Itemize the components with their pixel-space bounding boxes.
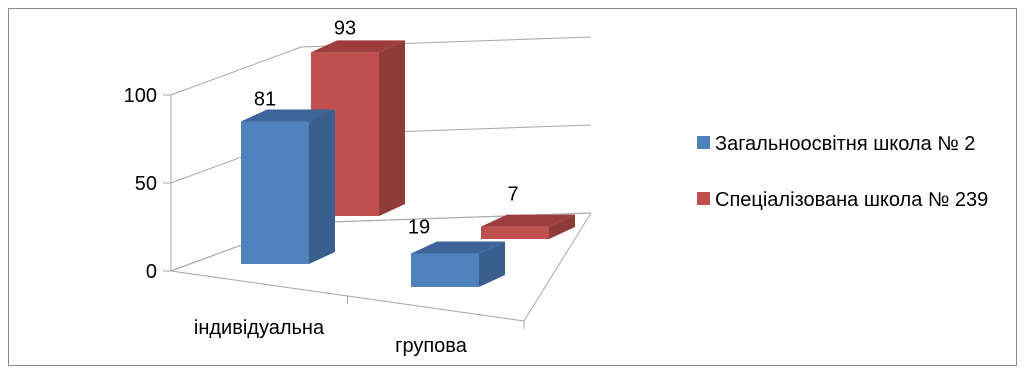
floor-right-edge <box>523 212 592 322</box>
bar-s2-2-side <box>549 214 575 239</box>
legend: Загальноосвітня школа № 2 Спеціалізована… <box>697 129 1017 241</box>
gridline-back-0 <box>300 212 592 224</box>
legend-label-series-1: Загальноосвітня школа № 2 <box>715 133 976 155</box>
label-layer: 0 50 100 93 81 7 19 індивідуальна групова <box>124 17 519 357</box>
bar-s1-1-side <box>309 109 335 264</box>
bar-s2-1-label: 93 <box>334 17 356 39</box>
bar-s2-1-side <box>379 40 405 216</box>
bar-s2-2-label: 7 <box>507 184 518 206</box>
legend-item-series-2: Спеціалізована школа № 239 <box>697 185 1017 215</box>
bar-s2-2-top <box>481 214 575 227</box>
grid-layer <box>170 36 592 322</box>
gridline-side-2 <box>170 46 302 96</box>
category-label-2: групова <box>395 335 468 357</box>
bar-s2-2-front <box>481 226 549 239</box>
legend-swatch-series-2 <box>697 192 710 205</box>
bar-s1-1-front <box>241 121 309 264</box>
category-label-1: індивідуальна <box>194 317 325 339</box>
bar-s2-1-top <box>311 40 405 53</box>
bar-layer <box>241 40 575 287</box>
chart-plot: 0 50 100 93 81 7 19 індивідуальна групова <box>124 17 592 357</box>
bar-s1-2-side <box>479 241 505 287</box>
legend-label-series-2: Спеціалізована школа № 239 <box>715 189 989 211</box>
bar-s1-1-label: 81 <box>254 88 276 110</box>
y-tick-label-1: 50 <box>135 173 157 195</box>
axis-layer <box>163 94 525 329</box>
bar-s1-1-top <box>241 109 335 122</box>
y-tick-label-2: 100 <box>124 85 157 107</box>
legend-item-series-1: Загальноосвітня школа № 2 <box>697 129 1017 159</box>
bar-s1-2-top <box>411 241 505 254</box>
y-tick-label-0: 0 <box>146 261 157 283</box>
bar-s1-2-front <box>411 253 479 287</box>
legend-swatch-series-1 <box>697 136 710 149</box>
bar-s1-2-label: 19 <box>408 217 430 239</box>
chart-frame: 0 50 100 93 81 7 19 індивідуальна групова Загаль… <box>8 8 1017 366</box>
